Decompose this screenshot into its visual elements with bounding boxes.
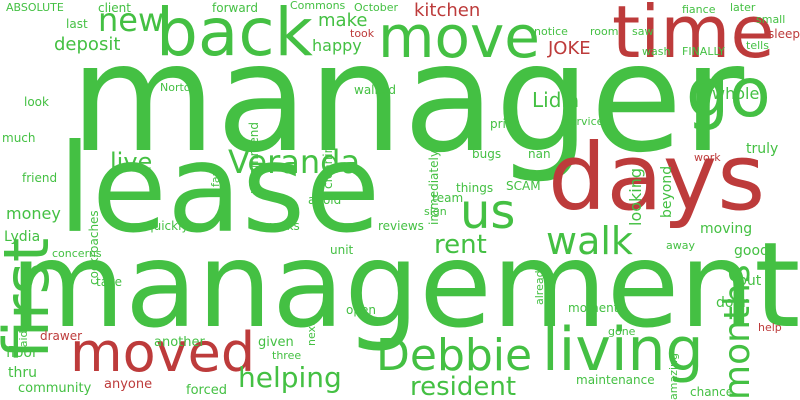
word-happy: happy	[312, 36, 362, 55]
word-money: money	[6, 204, 61, 223]
word-client: client	[98, 1, 131, 15]
word-lydia: Lydia	[4, 229, 41, 245]
word-recommend: recommend	[247, 122, 261, 194]
word-moving: moving	[700, 221, 753, 237]
word-whole: whole	[712, 84, 760, 103]
word-drawer: drawer	[40, 329, 83, 343]
word-already: already	[533, 263, 546, 305]
word-thru: thru	[8, 365, 37, 381]
word-take: take	[96, 275, 122, 289]
word-chance: chance	[690, 385, 734, 399]
word-door: door	[716, 295, 748, 311]
word-move: move	[378, 3, 540, 71]
word-far: far	[209, 171, 222, 187]
word-beyond: beyond	[659, 165, 675, 218]
word-deposit: deposit	[54, 34, 121, 55]
word-rent: rent	[434, 230, 487, 260]
word-norton: Norton	[160, 81, 198, 94]
word-sleep: sleep	[768, 27, 800, 41]
word-good: good	[734, 243, 769, 259]
word-lease: lease	[58, 118, 381, 260]
word-back: back	[156, 0, 313, 71]
word-took: took	[350, 27, 375, 40]
word-fiance: fiance	[682, 3, 716, 16]
word-make: make	[318, 10, 368, 31]
word-looking: looking	[626, 167, 645, 226]
word-work: work	[694, 151, 721, 164]
word-wash: wash	[642, 45, 671, 58]
word-living: living	[542, 315, 704, 385]
word-away: away	[666, 239, 695, 252]
word-gone: gone	[608, 325, 636, 338]
word-weeks: weeks	[262, 219, 300, 233]
word-days: days	[548, 124, 766, 231]
word-prior: prior	[490, 117, 519, 131]
word-friend: friend	[22, 171, 58, 185]
word-live: live	[110, 148, 153, 176]
word-given: given	[258, 335, 294, 350]
word-concerns: concerns	[52, 247, 102, 260]
word-new: new	[98, 1, 165, 39]
word-us: us	[460, 184, 516, 240]
word-joke: JOKE	[548, 38, 591, 59]
word-put: put	[738, 273, 762, 289]
word-next: next	[305, 321, 318, 346]
word-things: things	[456, 181, 494, 195]
word-scam: SCAM	[506, 179, 541, 193]
word-forward: forward	[212, 1, 259, 15]
word-three: three	[272, 349, 302, 362]
word-truly: truly	[746, 141, 779, 157]
word-forced: forced	[186, 383, 227, 398]
word-helping: helping	[238, 361, 342, 394]
word-maintenance: maintenance	[576, 373, 655, 387]
word-quickly: quickly	[146, 219, 189, 233]
word-unit: unit	[330, 243, 354, 257]
word-cleaning: cleaning	[321, 138, 335, 189]
word-lidia: Lidia	[532, 88, 580, 112]
word-saw: saw	[632, 25, 654, 38]
word-notice: notice	[534, 25, 568, 38]
word-manager: manager	[70, 12, 745, 186]
word-help: help	[758, 321, 782, 334]
word-ahold: ahold	[308, 193, 342, 207]
word-reviews: reviews	[378, 219, 424, 233]
word-time: time	[612, 0, 775, 74]
word-service: service	[564, 115, 604, 128]
word-another: another	[154, 335, 205, 350]
word-nan: nan	[528, 147, 551, 161]
word-veranda: Veranda	[228, 143, 361, 181]
word-moment: moment	[568, 301, 619, 315]
word-look: look	[24, 95, 49, 109]
word-community: community	[18, 381, 92, 396]
word-said: said	[17, 330, 30, 353]
word-room: room	[590, 25, 619, 38]
word-go: go	[686, 54, 771, 133]
word-october: October	[354, 1, 399, 14]
word-commons: Commons	[290, 0, 346, 12]
word-resident: resident	[410, 372, 517, 400]
word-walked: walked	[354, 83, 397, 97]
word-later: later	[730, 1, 756, 14]
word-walk: walk	[546, 219, 633, 263]
word-sign: sign	[424, 205, 447, 218]
word-amazing: amazing	[667, 353, 680, 400]
word-small: small	[756, 13, 786, 26]
word-much: much	[2, 131, 36, 145]
word-finally: FINALLY	[682, 45, 725, 58]
word-open: open	[346, 303, 376, 317]
word-team: team	[432, 191, 464, 205]
word-last: last	[66, 17, 88, 31]
word-absolute: ABSOLUTE	[6, 1, 64, 14]
word-anyone: anyone	[104, 377, 153, 392]
word-kitchen: kitchen	[414, 0, 481, 21]
word-bugs: bugs	[472, 147, 502, 161]
word-moved: moved	[70, 321, 256, 384]
word-tells: tells	[746, 39, 769, 52]
word-management: management	[10, 216, 800, 354]
word-floor: floor	[6, 345, 38, 361]
word-debbie: Debbie	[376, 330, 533, 381]
